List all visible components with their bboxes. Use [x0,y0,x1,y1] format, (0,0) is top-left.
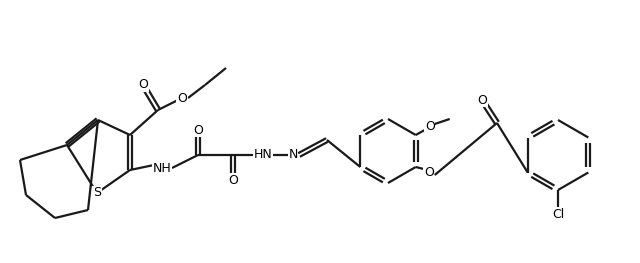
Text: O: O [424,165,434,179]
Text: HN: HN [253,149,273,161]
Text: O: O [193,124,203,136]
Text: Cl: Cl [552,208,564,220]
Text: S: S [93,186,101,200]
Text: O: O [228,174,238,186]
Text: O: O [477,94,487,107]
Text: O: O [425,120,435,134]
Text: NH: NH [152,161,172,174]
Text: O: O [177,92,187,104]
Text: N: N [288,149,298,161]
Text: O: O [138,78,148,92]
